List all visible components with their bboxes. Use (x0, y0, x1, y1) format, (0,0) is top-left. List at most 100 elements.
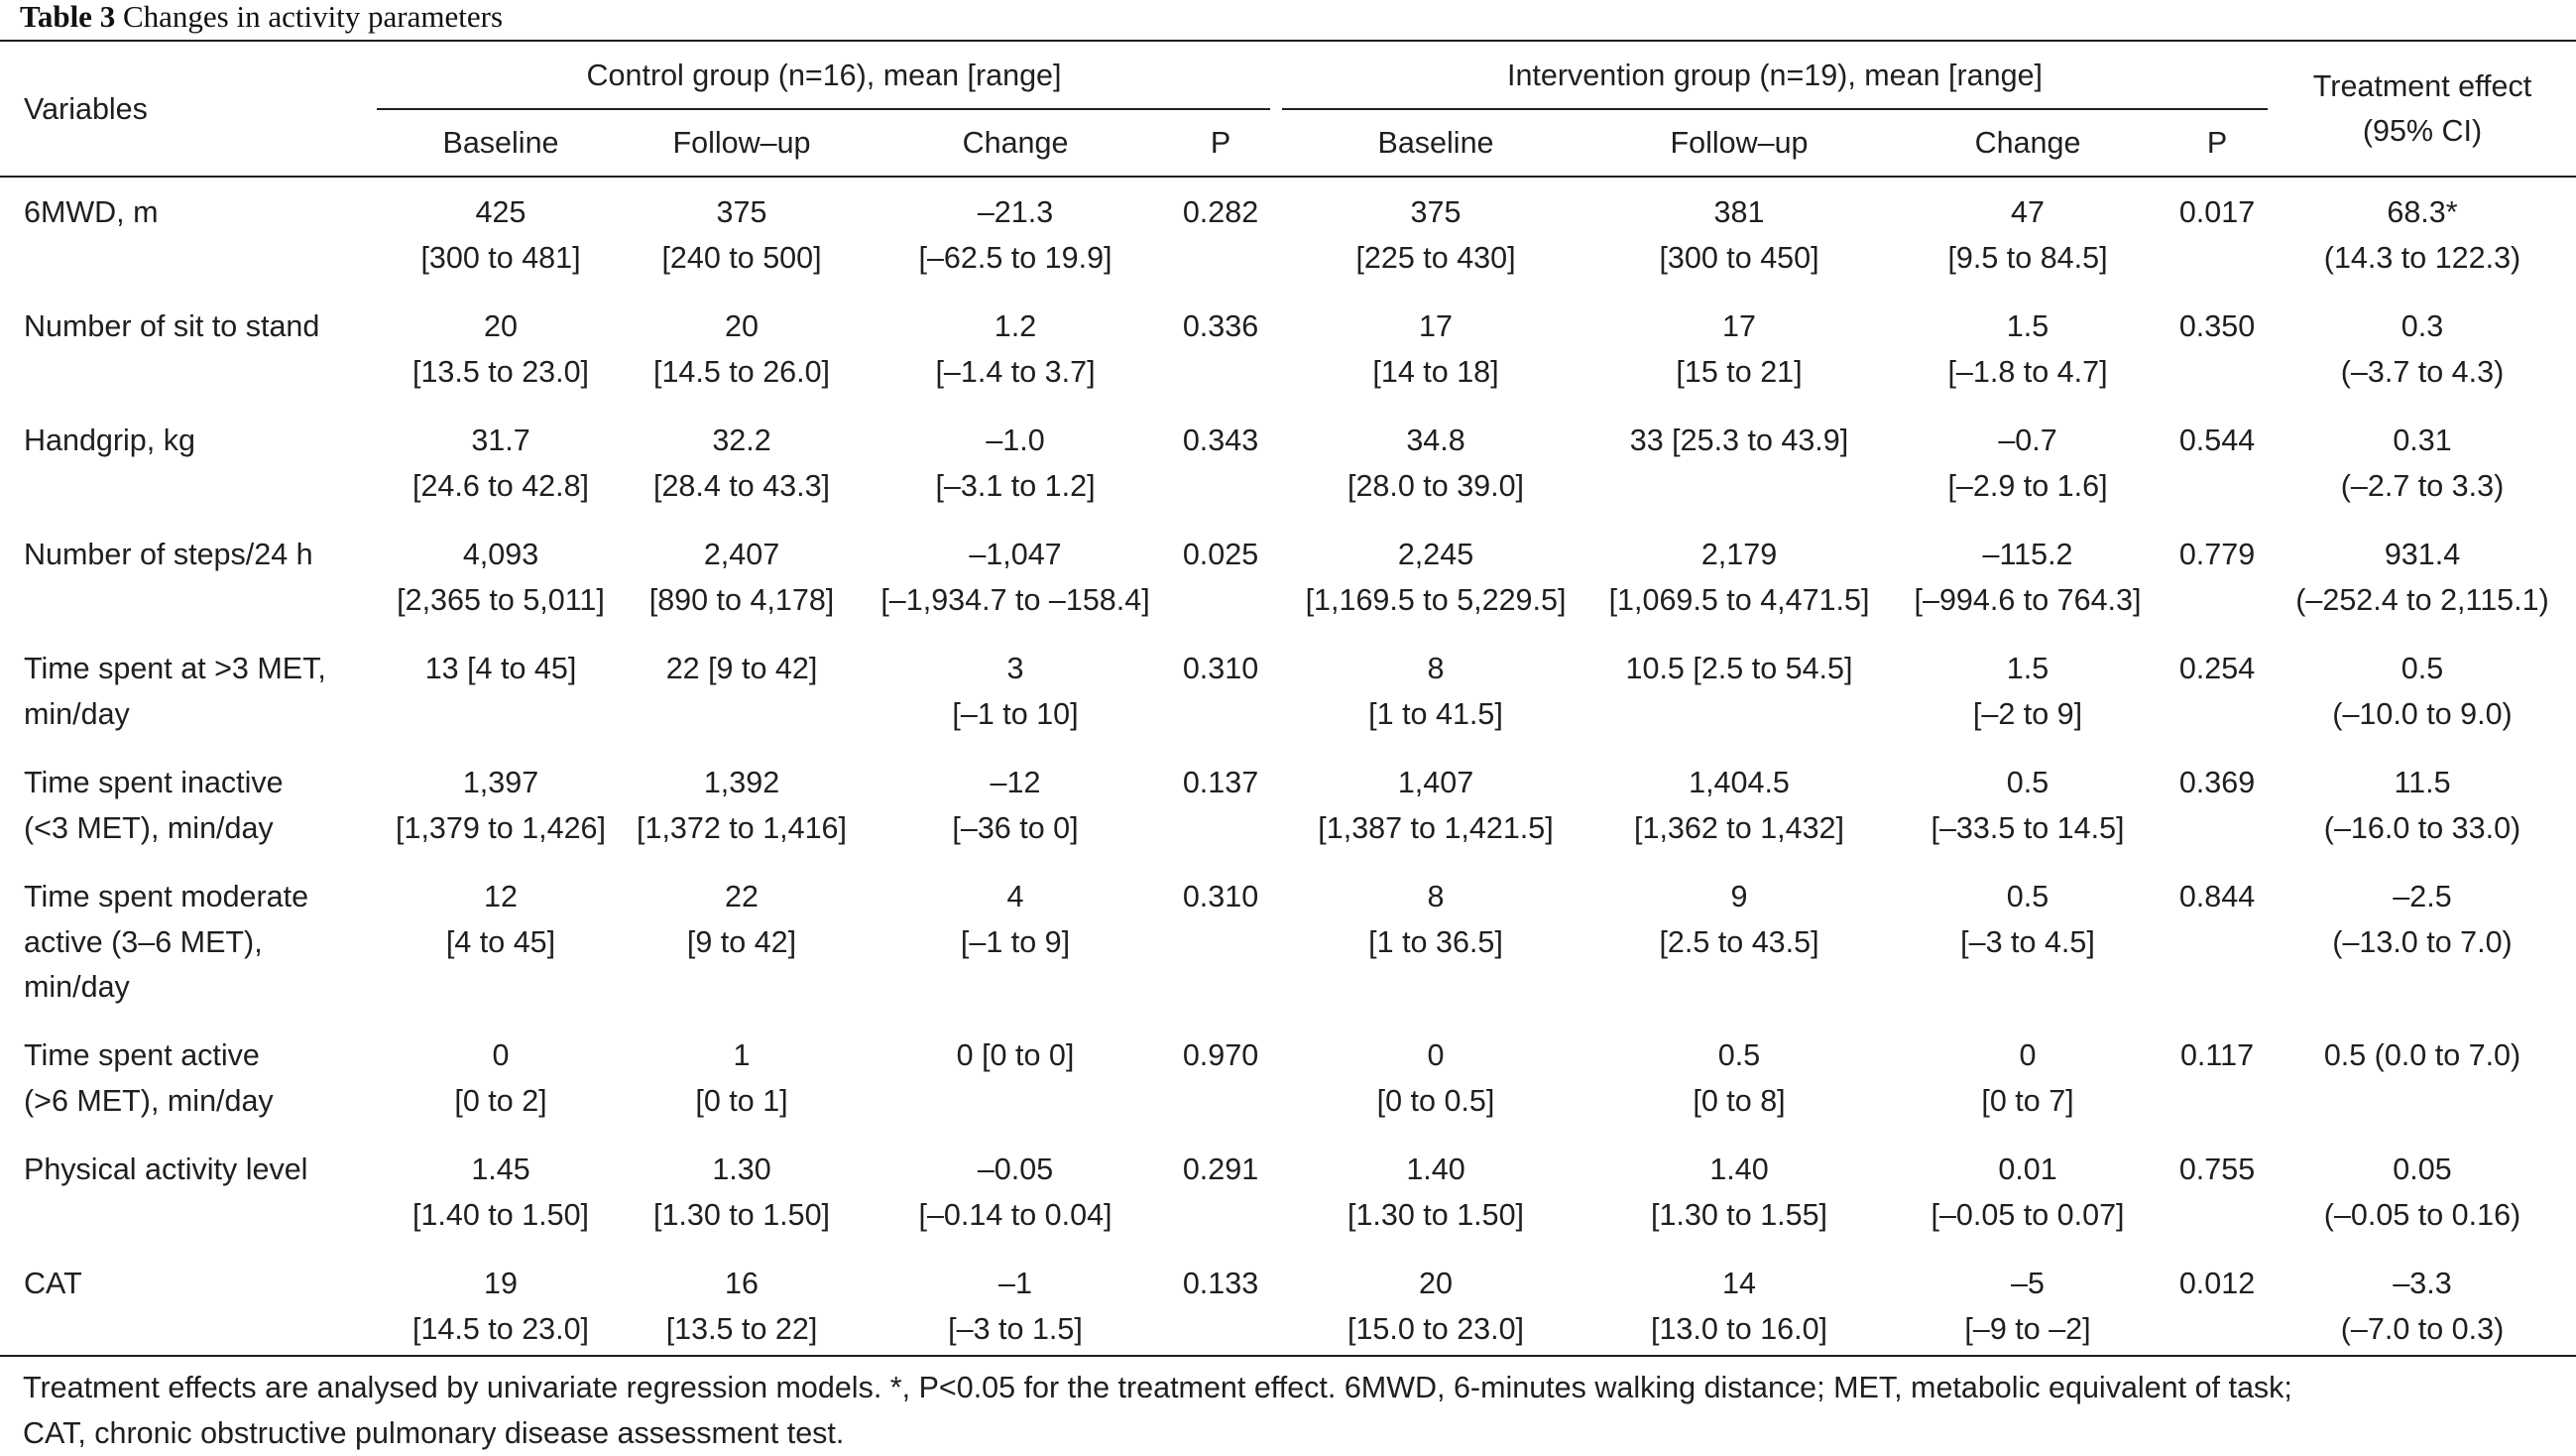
control-follow-up-line: [1,372 to 1,416] (637, 806, 847, 852)
subheader-control-baseline: Baseline (443, 121, 559, 166)
control-baseline-cell: 4,093[2,365 to 5,011] (397, 533, 605, 623)
control-change-line: –1 (948, 1262, 1083, 1307)
control-change-line: [–36 to 0] (952, 806, 1078, 852)
variable-cell: Physical activity level (24, 1148, 307, 1193)
intervention-p-line: 0.254 (2179, 647, 2255, 692)
variable-cell: Time spent at >3 MET,min/day (24, 647, 326, 737)
caption-label: Table 3 (20, 0, 115, 34)
footnote-line-2: CAT, chronic obstructive pulmonary disea… (23, 1411, 2292, 1456)
treatment-effect-line: 0.5 (2332, 647, 2512, 692)
header-treatment-effect-line2: (95% CI) (2313, 109, 2531, 154)
variable-cell: 6MWD, m (24, 190, 159, 236)
treatment-effect-line: –2.5 (2332, 875, 2512, 920)
control-baseline-cell: 1,397[1,379 to 1,426] (396, 761, 606, 851)
control-baseline-line: [13.5 to 23.0] (412, 350, 589, 396)
intervention-follow-up-line: 9 (1659, 875, 1818, 920)
control-baseline-cell: 425[300 to 481] (420, 190, 580, 281)
intervention-baseline-cell: 20[15.0 to 23.0] (1347, 1262, 1524, 1352)
treatment-effect-cell: 68.3*(14.3 to 122.3) (2324, 190, 2520, 281)
intervention-follow-up-line: 1.40 (1651, 1148, 1827, 1193)
control-baseline-line: [1,379 to 1,426] (396, 806, 606, 852)
control-baseline-cell: 0[0 to 2] (454, 1033, 546, 1124)
intervention-follow-up-line: 10.5 [2.5 to 54.5] (1626, 647, 1853, 692)
treatment-effect-line: 11.5 (2324, 761, 2520, 806)
control-follow-up-cell: 1[0 to 1] (695, 1033, 787, 1124)
table-caption: Table 3 Changes in activity parameters (20, 0, 503, 34)
control-follow-up-cell: 22[9 to 42] (687, 875, 796, 965)
control-baseline-line: [24.6 to 42.8] (412, 464, 589, 510)
control-p-cell: 0.025 (1183, 533, 1258, 578)
intervention-follow-up-line: 0.5 (1693, 1033, 1785, 1079)
intervention-baseline-cell: 17[14 to 18] (1372, 304, 1498, 395)
control-change-line: 4 (961, 875, 1070, 920)
control-p-cell: 0.336 (1183, 304, 1258, 350)
intervention-baseline-line: 1,407 (1318, 761, 1553, 806)
control-change-line: –0.05 (918, 1148, 1112, 1193)
subheader-intervention-baseline: Baseline (1378, 121, 1494, 166)
control-follow-up-line: 32.2 (653, 419, 830, 464)
control-follow-up-line: [9 to 42] (687, 920, 796, 966)
control-follow-up-line: 1,392 (637, 761, 847, 806)
intervention-change-line: –0.7 (1947, 419, 2107, 464)
variable-line: min/day (24, 965, 308, 1011)
control-baseline-line: 12 (446, 875, 555, 920)
control-baseline-cell: 20[13.5 to 23.0] (412, 304, 589, 395)
control-change-cell: –21.3[–62.5 to 19.9] (918, 190, 1112, 281)
control-baseline-line: [2,365 to 5,011] (397, 578, 605, 624)
treatment-effect-line: –3.3 (2341, 1262, 2504, 1307)
variable-line: Number of steps/24 h (24, 533, 313, 578)
control-p-cell: 0.310 (1183, 875, 1258, 920)
treatment-effect-cell: 0.3(–3.7 to 4.3) (2341, 304, 2504, 395)
intervention-change-line: [–994.6 to 764.3] (1915, 578, 2142, 624)
intervention-change-cell: –0.7[–2.9 to 1.6] (1947, 419, 2107, 509)
variable-line: min/day (24, 692, 326, 738)
intervention-p-cell: 0.350 (2179, 304, 2255, 350)
control-change-cell: –0.05[–0.14 to 0.04] (918, 1148, 1112, 1238)
control-follow-up-cell: 2,407[890 to 4,178] (649, 533, 835, 623)
variable-line: Time spent active (24, 1033, 274, 1079)
control-change-cell: 3[–1 to 10] (952, 647, 1078, 737)
control-change-line: –21.3 (918, 190, 1112, 236)
header-variables: Variables (24, 87, 148, 132)
control-baseline-line: 0 (454, 1033, 546, 1079)
intervention-change-cell: –115.2[–994.6 to 764.3] (1915, 533, 2142, 623)
control-follow-up-line: [1.30 to 1.50] (653, 1193, 830, 1239)
intervention-p-line: 0.779 (2179, 533, 2255, 578)
intervention-p-line: 0.755 (2179, 1148, 2255, 1193)
intervention-change-cell: –5[–9 to –2] (1964, 1262, 2090, 1352)
intervention-change-line: [0 to 7] (1981, 1079, 2073, 1125)
intervention-change-line: 47 (1947, 190, 2107, 236)
subheader-intervention-p: P (2207, 121, 2227, 166)
control-p-line: 0.137 (1183, 761, 1258, 806)
intervention-baseline-line: 8 (1368, 647, 1503, 692)
intervention-change-line: –115.2 (1915, 533, 2142, 578)
control-follow-up-line: 1.30 (653, 1148, 830, 1193)
intervention-baseline-cell: 8[1 to 41.5] (1368, 647, 1503, 737)
intervention-change-line: –5 (1964, 1262, 2090, 1307)
control-p-cell: 0.133 (1183, 1262, 1258, 1307)
control-follow-up-line: [890 to 4,178] (649, 578, 835, 624)
control-p-line: 0.970 (1183, 1033, 1258, 1079)
control-group-underline (377, 108, 1270, 110)
control-follow-up-cell: 1.30[1.30 to 1.50] (653, 1148, 830, 1238)
control-follow-up-cell: 1,392[1,372 to 1,416] (637, 761, 847, 851)
treatment-effect-cell: 11.5(–16.0 to 33.0) (2324, 761, 2520, 851)
treatment-effect-cell: 0.5 (0.0 to 7.0) (2324, 1033, 2520, 1079)
intervention-change-line: 0.5 (1960, 875, 2095, 920)
header-control-group: Control group (n=16), mean [range] (587, 54, 1062, 98)
treatment-effect-line: (–0.05 to 0.16) (2324, 1193, 2520, 1239)
intervention-change-line: 0.01 (1931, 1148, 2124, 1193)
variable-cell: CAT (24, 1262, 82, 1307)
intervention-change-line: 0.5 (1931, 761, 2124, 806)
intervention-p-line: 0.369 (2179, 761, 2255, 806)
control-p-line: 0.291 (1183, 1148, 1258, 1193)
treatment-effect-line: (–2.7 to 3.3) (2341, 464, 2504, 510)
intervention-change-line: [–2.9 to 1.6] (1947, 464, 2107, 510)
control-change-cell: –12[–36 to 0] (952, 761, 1078, 851)
intervention-follow-up-cell: 9[2.5 to 43.5] (1659, 875, 1818, 965)
intervention-p-cell: 0.117 (2180, 1033, 2254, 1079)
treatment-effect-cell: 0.31(–2.7 to 3.3) (2341, 419, 2504, 509)
variable-cell: Number of steps/24 h (24, 533, 313, 578)
intervention-p-cell: 0.369 (2179, 761, 2255, 806)
control-baseline-line: [300 to 481] (420, 236, 580, 282)
